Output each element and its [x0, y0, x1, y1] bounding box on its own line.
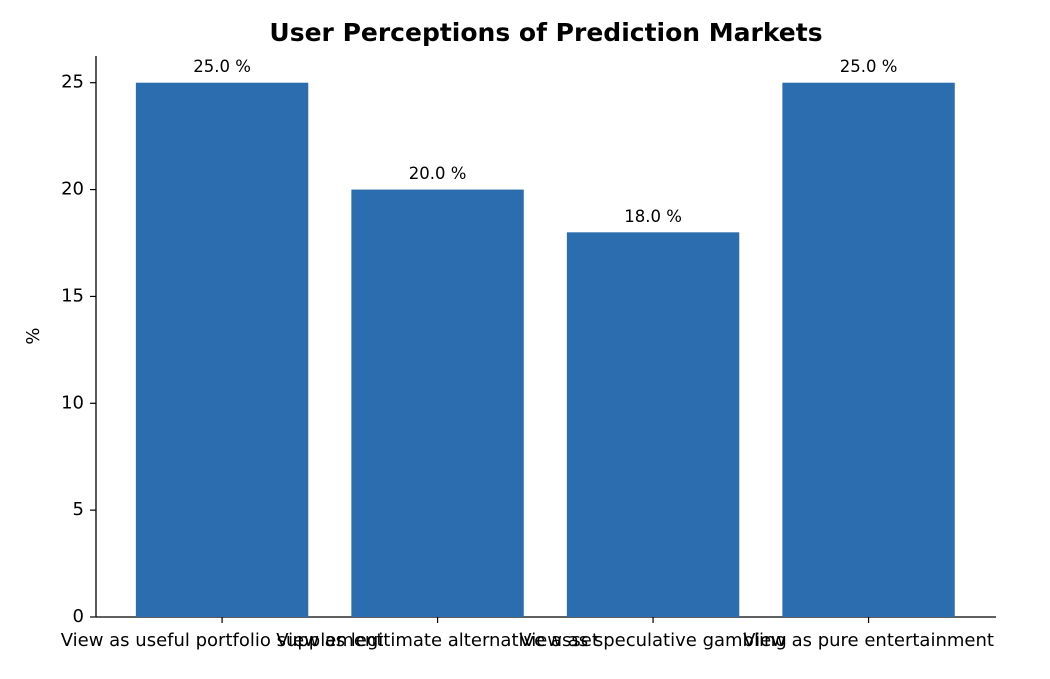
bar — [351, 189, 524, 618]
bar — [782, 82, 955, 617]
y-tick-label: 5 — [73, 499, 84, 520]
value-label: 25.0 % — [840, 57, 898, 76]
bar — [135, 82, 309, 617]
y-tick-label: 20 — [61, 179, 84, 200]
x-tick-label: View as useful portfolio supplement — [61, 630, 384, 651]
x-tick-label: View as pure entertainment — [743, 630, 994, 651]
y-tick-label: 0 — [73, 606, 84, 627]
bar — [566, 232, 740, 618]
value-label: 20.0 % — [409, 164, 467, 183]
y-tick-label: 25 — [61, 72, 84, 93]
y-tick-label: 15 — [61, 285, 84, 306]
chart-title: User Perceptions of Prediction Markets — [269, 18, 822, 47]
value-label: 25.0 % — [193, 57, 251, 76]
x-tick-label: View as legitimate alternative asset — [276, 630, 599, 651]
y-tick-label: 10 — [61, 392, 84, 413]
y-axis-label: % — [23, 327, 44, 344]
x-tick-label: View as speculative gambling — [519, 630, 787, 651]
value-label: 18.0 % — [624, 207, 682, 226]
